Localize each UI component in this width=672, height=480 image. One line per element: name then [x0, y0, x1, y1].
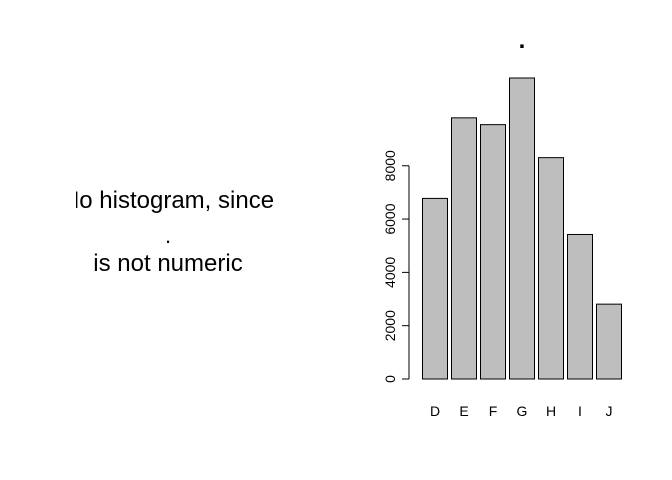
- bar-J: [596, 303, 622, 380]
- bar-F: [480, 124, 506, 380]
- message-line-3: is not numeric: [93, 250, 243, 277]
- x-tick-label: D: [430, 403, 440, 419]
- x-tick-label: F: [489, 403, 498, 419]
- message-line-2: .: [164, 223, 172, 248]
- x-tick-label: I: [578, 403, 582, 419]
- bars: [422, 77, 622, 380]
- y-axis: 0 2000 4000 6000 8000: [382, 150, 410, 383]
- y-tick-label: 2000: [382, 310, 398, 341]
- x-tick-label: E: [459, 403, 468, 419]
- y-tick-label: 0: [382, 375, 398, 383]
- bar-I: [567, 233, 593, 380]
- bar-H: [538, 157, 564, 380]
- bar-D: [422, 197, 448, 380]
- not-numeric-panel: No histogram, since . is not numeric: [76, 182, 296, 277]
- y-tick-label: 4000: [382, 257, 398, 288]
- chart-title: .: [519, 27, 526, 54]
- bar-E: [451, 117, 477, 380]
- x-tick-label: H: [546, 403, 556, 419]
- y-tick-label: 8000: [382, 150, 398, 181]
- message-line-1: No histogram, since: [76, 187, 275, 214]
- message-clip: No histogram, since: [76, 182, 296, 222]
- bar-G: [509, 77, 535, 380]
- y-tick-label: 6000: [382, 203, 398, 234]
- x-tick-label: G: [517, 403, 528, 419]
- x-tick-label: J: [606, 403, 613, 419]
- x-axis-labels: D E F G H I J: [430, 403, 613, 419]
